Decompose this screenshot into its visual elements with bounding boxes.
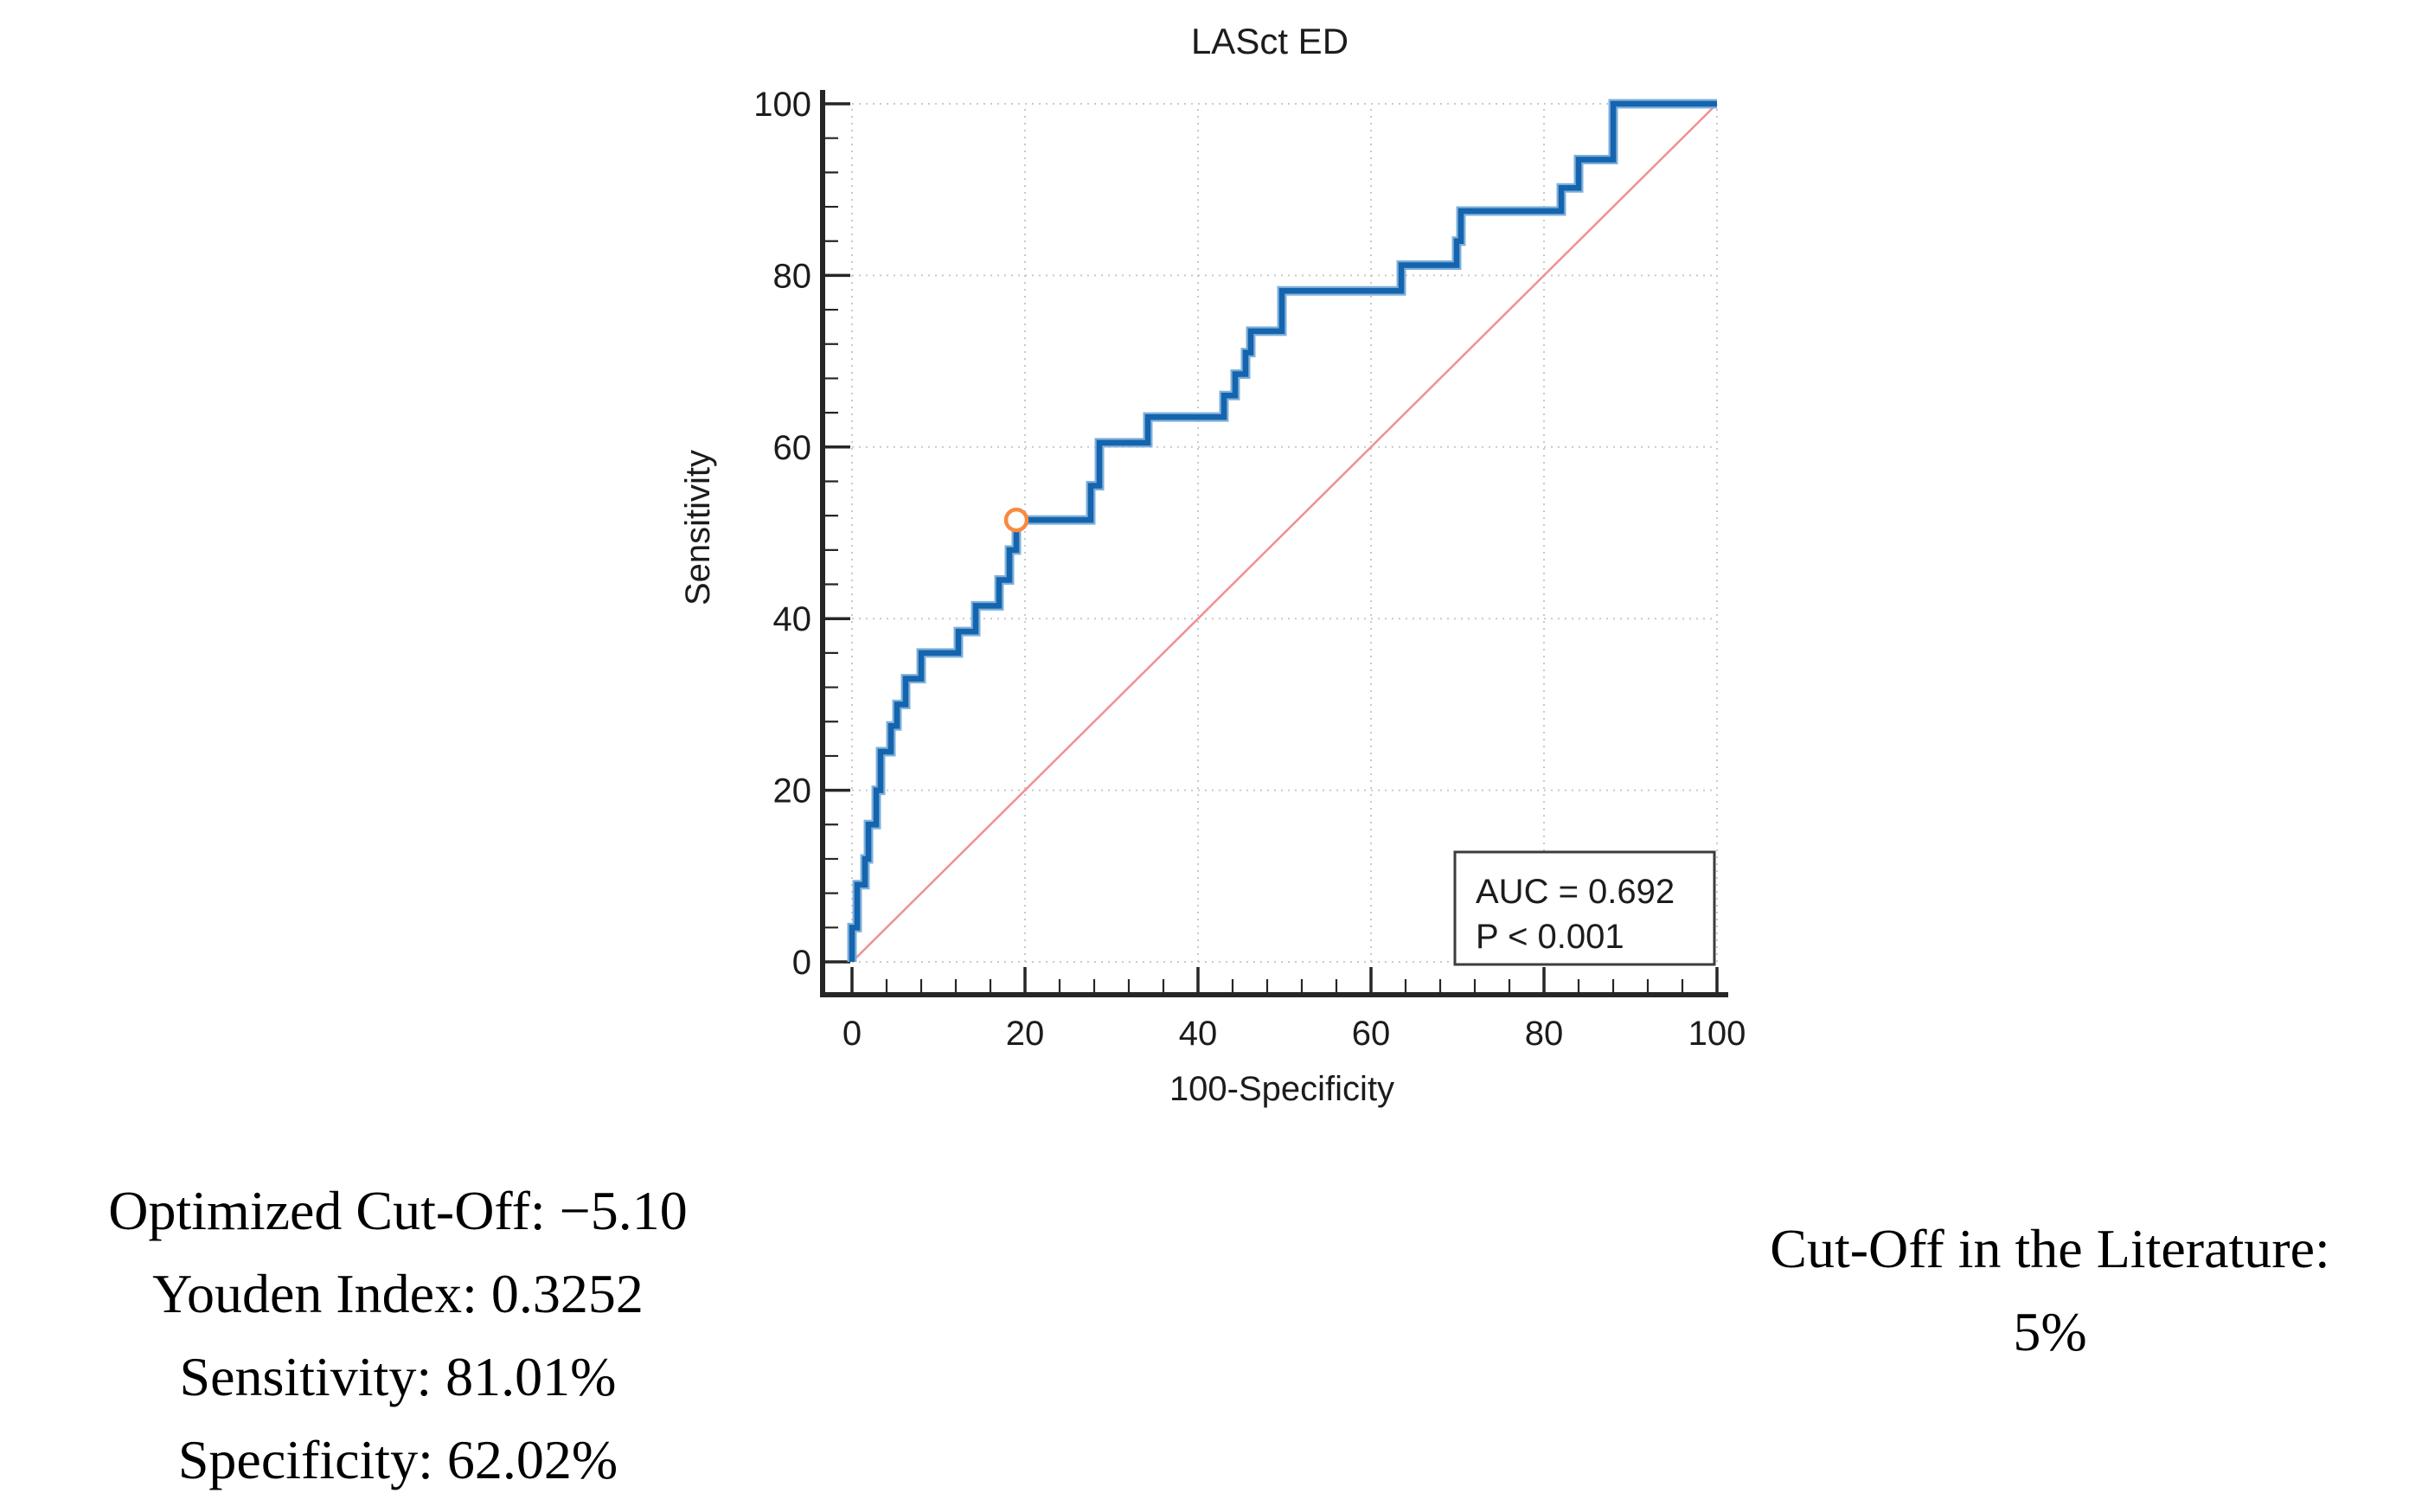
reference-diagonal: [851, 103, 1718, 963]
auc-value-text: AUC = 0.692: [1476, 873, 1675, 911]
youden-index-line: Youden Index: 0.3252: [152, 1263, 644, 1324]
y-tick-label: 0: [792, 944, 811, 982]
chart-title: LASct ED: [1191, 21, 1349, 61]
y-tick-label: 40: [773, 600, 812, 638]
y-tick-label: 80: [773, 257, 812, 295]
literature-cutoff-caption: Cut-Off in the Literature: 5%: [1687, 1208, 2413, 1374]
x-tick-label: 40: [1179, 1015, 1218, 1053]
optimal-cutoff-marker: [1003, 507, 1029, 533]
x-tick-label: 60: [1352, 1015, 1391, 1053]
literature-cutoff-line: Cut-Off in the Literature:: [1770, 1218, 2330, 1279]
x-axis-title: 100-Specificity: [1169, 1070, 1394, 1108]
sensitivity-line: Sensitivity: 81.01%: [179, 1346, 617, 1407]
x-tick-label: 80: [1525, 1015, 1564, 1053]
x-tick-label: 100: [1688, 1015, 1746, 1053]
optimized-cutoff-line: Optimized Cut-Off: −5.10: [108, 1180, 688, 1241]
specificity-line: Specificity: 62.02%: [177, 1429, 618, 1490]
literature-cutoff-value: 5%: [2013, 1301, 2087, 1362]
optimized-cutoff-caption: Optimized Cut-Off: −5.10 Youden Index: 0…: [35, 1169, 761, 1502]
auc-annotation-box: [1453, 850, 1716, 966]
y-axis-title: Sensitivity: [679, 450, 717, 605]
chart-generated-layer: 0 20 40 60 80 100 0 20 40 60 80 100: [753, 86, 1746, 1053]
y-tick-label: 100: [753, 86, 811, 124]
x-tick-label: 0: [842, 1015, 862, 1053]
p-value-text: P < 0.001: [1476, 918, 1624, 956]
x-tick-label: 20: [1006, 1015, 1045, 1053]
y-tick-label: 60: [773, 429, 812, 467]
y-tick-label: 20: [773, 772, 812, 810]
